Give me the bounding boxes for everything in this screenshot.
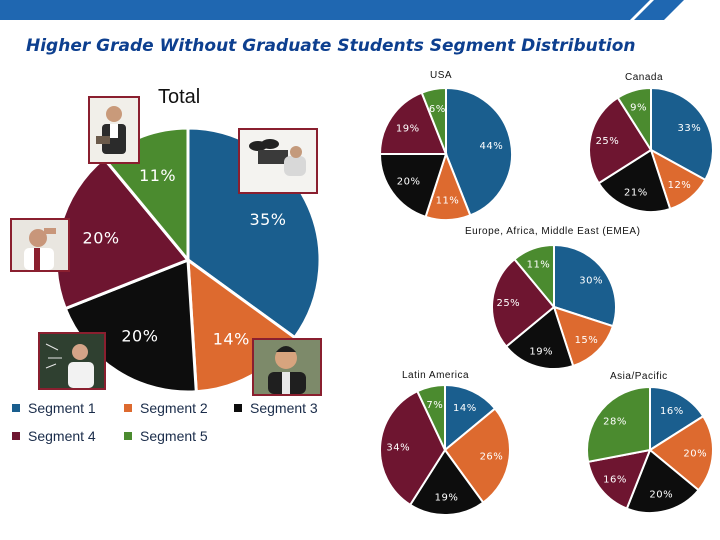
total-slice-segment-3 [63, 257, 198, 394]
emea-slice-segment-4 [491, 257, 556, 348]
top-banner [0, 0, 720, 20]
total-data-label-segment-2: 14% [213, 329, 250, 348]
asia-pacific-data-label-segment-1: 16% [660, 406, 684, 417]
latin-america-data-label-segment-2: 26% [480, 451, 504, 462]
asia-pacific-slice-segment-5 [586, 385, 651, 463]
emea-chart-title: Europe, Africa, Middle East (EMEA) [465, 226, 641, 237]
canada-data-label-segment-5: 9% [630, 103, 647, 114]
emea-pie-chart: 30% 15% 19% 25% 11% [491, 243, 617, 370]
usa-slice-segment-3 [378, 153, 448, 219]
page-title: Higher Grade Without Graduate Students S… [26, 36, 636, 56]
legend-item-segment-2: Segment 2 [124, 400, 208, 416]
legend-item-segment-3: Segment 3 [234, 400, 318, 416]
usa-slice-segment-1 [445, 86, 513, 217]
latin-america-slice-segment-2 [443, 407, 511, 504]
emea-data-label-segment-1: 30% [579, 276, 603, 287]
emea-data-label-segment-3: 19% [529, 347, 553, 358]
total-data-label-segment-3: 20% [121, 326, 158, 345]
emea-data-label-segment-2: 15% [575, 335, 599, 346]
smiling-person-photo [252, 338, 322, 396]
asia-pacific-pie-chart: 16% 20% 20% 16% 28% [586, 385, 714, 514]
latin-america-pie-chart: 14% 26% 19% 34% 7% [379, 383, 511, 516]
person-relaxing-photo [238, 128, 318, 194]
emea-data-label-segment-5: 11% [527, 259, 551, 270]
asia-pacific-chart-title: Asia/Pacific [610, 371, 668, 382]
segment-4-swatch [12, 432, 20, 440]
usa-chart-title: USA [430, 70, 453, 81]
legend-label: Segment 3 [250, 400, 318, 416]
segment-2-swatch [124, 404, 132, 412]
emea-slice-segment-3 [504, 305, 575, 370]
latin-america-data-label-segment-5: 7% [426, 400, 443, 411]
usa-slice-segment-4 [378, 91, 448, 155]
asia-pacific-data-label-segment-4: 16% [603, 474, 627, 485]
legend-item-segment-4: Segment 4 [12, 428, 96, 444]
latin-america-chart-title: Latin America [402, 370, 470, 381]
latin-america-data-label-segment-3: 19% [435, 492, 459, 503]
usa-data-label-segment-4: 19% [396, 124, 420, 135]
banner-stripes [630, 0, 720, 20]
emea-slice-segment-5 [513, 243, 555, 310]
emea-slice-segment-1 [553, 243, 617, 328]
usa-data-label-segment-3: 20% [397, 177, 421, 188]
canada-pie-chart: 33% 12% 21% 25% 9% [588, 86, 714, 213]
legend-label: Segment 5 [140, 428, 208, 444]
usa-pie-chart: 44% 11% 20% 19% 6% [378, 86, 513, 221]
asia-pacific-slice-segment-1 [649, 385, 705, 452]
asia-pacific-slice-segment-4 [586, 448, 652, 510]
canada-data-label-segment-3: 21% [624, 188, 648, 199]
asia-pacific-data-label-segment-3: 20% [649, 489, 673, 500]
legend-label: Segment 4 [28, 428, 96, 444]
canada-data-label-segment-1: 33% [678, 123, 702, 134]
canada-slice-segment-1 [650, 86, 714, 182]
asia-pacific-slice-segment-2 [648, 414, 714, 492]
canada-data-label-segment-2: 12% [668, 180, 692, 191]
segment-5-swatch [124, 432, 132, 440]
legend-item-segment-1: Segment 1 [12, 400, 96, 416]
canada-chart-title: Canada [625, 72, 664, 83]
latin-america-data-label-segment-1: 14% [453, 403, 477, 414]
usa-data-label-segment-5: 6% [429, 104, 446, 115]
canada-slice-segment-4 [588, 96, 653, 185]
total-chart-title: Total [158, 86, 201, 108]
canada-data-label-segment-4: 25% [596, 136, 620, 147]
emea-data-label-segment-4: 25% [496, 298, 520, 309]
latin-america-slice-segment-3 [408, 448, 485, 516]
latin-america-slice-segment-5 [415, 383, 446, 451]
latin-america-data-label-segment-4: 34% [386, 443, 410, 454]
usa-slice-segment-5 [420, 86, 447, 155]
person-thinking-photo [10, 218, 70, 272]
total-data-label-segment-4: 20% [83, 228, 120, 247]
usa-data-label-segment-2: 11% [436, 196, 460, 207]
canada-slice-segment-5 [616, 86, 652, 154]
legend-item-segment-5: Segment 5 [124, 428, 208, 444]
legend-label: Segment 2 [140, 400, 208, 416]
asia-pacific-data-label-segment-5: 28% [603, 417, 627, 428]
usa-data-label-segment-1: 44% [480, 141, 504, 152]
canada-slice-segment-3 [597, 148, 672, 213]
legend-label: Segment 1 [28, 400, 96, 416]
person-with-clipboard-photo [88, 96, 140, 164]
segment-3-swatch [234, 404, 242, 412]
total-data-label-segment-1: 35% [249, 210, 286, 229]
total-data-label-segment-5: 11% [139, 166, 176, 185]
teacher-at-board-photo [38, 332, 106, 390]
asia-pacific-data-label-segment-2: 20% [683, 448, 707, 459]
segment-1-swatch [12, 404, 20, 412]
latin-america-slice-segment-1 [444, 383, 497, 453]
latin-america-slice-segment-4 [379, 389, 447, 507]
